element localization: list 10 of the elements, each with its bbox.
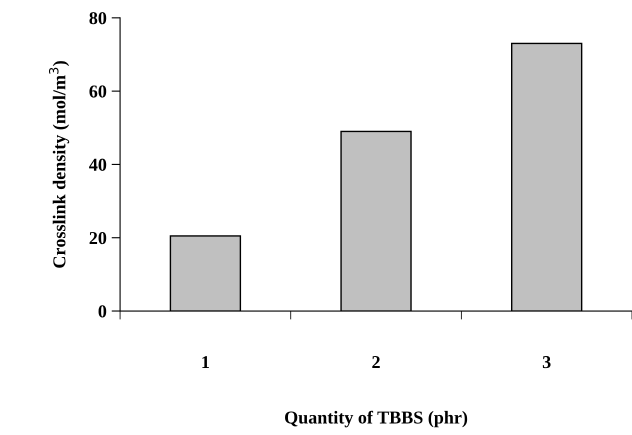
x-axis-title: Quantity of TBBS (phr) <box>285 410 468 428</box>
y-tick-label: 0 <box>98 305 106 318</box>
x-tick-label: 3 <box>542 356 551 368</box>
y-tick-label: 60 <box>89 85 106 98</box>
y-tick-label: 20 <box>90 232 106 244</box>
x-tick-label: 1 <box>202 356 209 368</box>
y-tick-label: 80 <box>89 12 106 24</box>
y-axis-title: Crosslink density (mol/m$^{3}$) <box>48 61 70 268</box>
y-tick-label: 40 <box>89 158 106 171</box>
x-tick-label: 2 <box>372 356 380 368</box>
